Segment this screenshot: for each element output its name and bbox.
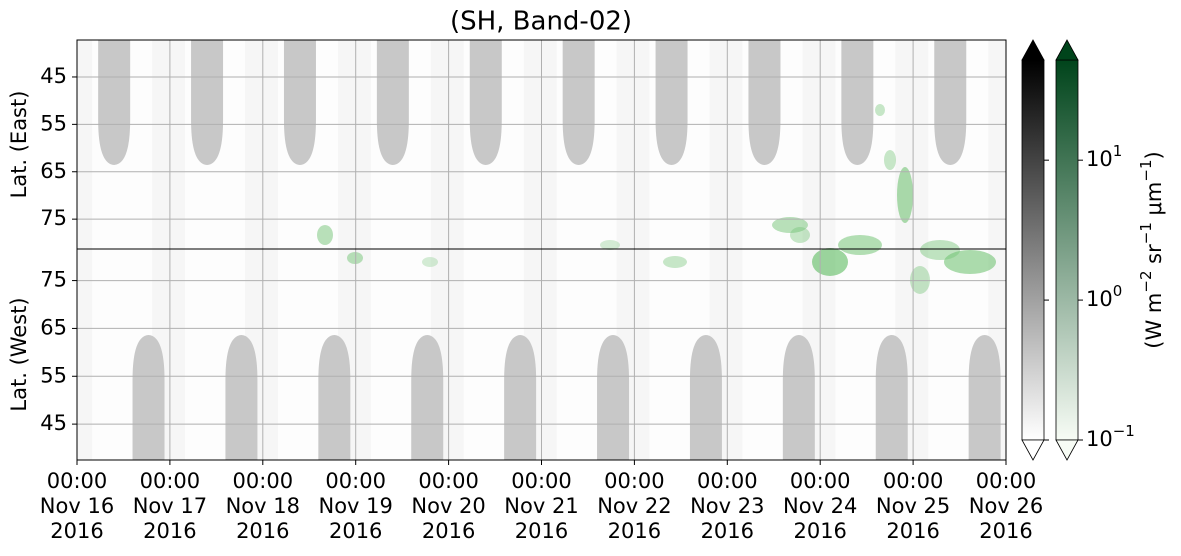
x-tick-label: Nov 18: [226, 494, 300, 518]
colorbar-tick-label: 100: [1086, 282, 1122, 312]
y-tick-label: 75: [40, 268, 67, 292]
x-tick-label: 2016: [886, 519, 939, 543]
colorbar-label: (W m−2 sr−1 μm−1): [1137, 151, 1167, 348]
night-region: [934, 40, 967, 165]
y-tick-label: 75: [40, 206, 67, 230]
x-tick-label: Nov 26: [969, 494, 1043, 518]
radiance-patch: [838, 235, 882, 255]
colorbar-tick-label: 101: [1086, 142, 1122, 172]
x-tick-label: Nov 20: [411, 494, 485, 518]
radiance-patch: [600, 240, 620, 250]
x-tick-label: 00:00: [418, 469, 479, 493]
radiance-patch: [875, 104, 885, 116]
radiance-patch: [944, 250, 996, 274]
colorbar-extend-top: [1021, 39, 1045, 61]
x-tick-label: 00:00: [140, 469, 201, 493]
radiance-patch: [347, 252, 363, 264]
colorbar: [1021, 59, 1045, 441]
panel-frame: [76, 248, 1007, 461]
x-tick-label: 2016: [701, 519, 754, 543]
y-tick-label: 55: [40, 363, 67, 387]
night-region: [191, 40, 224, 165]
x-tick-label: 2016: [50, 519, 103, 543]
x-tick-label: 00:00: [511, 469, 572, 493]
chart-title: (SH, Band-02): [450, 7, 632, 37]
radiance-patch: [790, 227, 810, 243]
x-tick-label: Nov 23: [690, 494, 764, 518]
x-tick-label: 2016: [236, 519, 289, 543]
x-tick-label: 00:00: [790, 469, 851, 493]
night-region: [875, 335, 908, 460]
radiance-patch: [772, 217, 808, 233]
y-tick-label: 55: [40, 111, 67, 135]
radiance-patch: [884, 150, 896, 170]
night-region: [376, 40, 409, 165]
y-tick-label: 65: [40, 159, 67, 183]
x-tick-label: Nov 16: [40, 494, 114, 518]
night-region: [562, 40, 595, 165]
y-axis-label: Lat. (East): [7, 91, 31, 199]
colorbar-extend-bottom: [1021, 439, 1045, 461]
x-tick-label: 00:00: [325, 469, 386, 493]
night-region: [98, 40, 131, 165]
colorbar-extend-bottom: [1055, 439, 1079, 461]
radiance-patch: [317, 225, 333, 245]
colorbar-tick-label: 10−1: [1086, 422, 1135, 452]
x-tick-label: 00:00: [47, 469, 108, 493]
x-tick-label: 00:00: [883, 469, 944, 493]
x-tick-label: 00:00: [697, 469, 758, 493]
x-tick-label: Nov 22: [597, 494, 671, 518]
radiance-patch: [812, 248, 848, 276]
y-tick-label: 65: [40, 315, 67, 339]
night-region: [411, 335, 444, 460]
x-tick-label: 00:00: [233, 469, 294, 493]
night-region: [597, 335, 630, 460]
x-tick-label: Nov 21: [504, 494, 578, 518]
radiance-patch: [422, 257, 438, 267]
night-region: [689, 335, 722, 460]
x-tick-label: 2016: [793, 519, 846, 543]
x-tick-label: Nov 19: [319, 494, 393, 518]
night-region: [132, 335, 165, 460]
x-tick-label: Nov 17: [133, 494, 207, 518]
x-tick-label: 00:00: [604, 469, 665, 493]
night-region: [841, 40, 874, 165]
radiance-patch: [897, 167, 913, 223]
night-region: [655, 40, 688, 165]
night-region: [782, 335, 815, 460]
y-axis-label: Lat. (West): [7, 297, 31, 411]
colorbar: [1055, 59, 1079, 441]
x-tick-label: 2016: [979, 519, 1032, 543]
night-region: [469, 40, 502, 165]
x-tick-label: Nov 25: [876, 494, 950, 518]
x-tick-label: 2016: [515, 519, 568, 543]
night-region: [283, 40, 316, 165]
night-region: [504, 335, 537, 460]
night-region: [225, 335, 258, 460]
x-tick-label: 00:00: [976, 469, 1037, 493]
x-tick-label: 2016: [143, 519, 196, 543]
night-region: [968, 335, 1001, 460]
x-tick-label: 2016: [608, 519, 661, 543]
night-region: [748, 40, 781, 165]
x-tick-label: Nov 24: [783, 494, 857, 518]
radiance-patch: [663, 256, 687, 268]
y-tick-label: 45: [40, 64, 67, 88]
night-region: [318, 335, 351, 460]
x-tick-label: 2016: [422, 519, 475, 543]
x-tick-label: 2016: [329, 519, 382, 543]
colorbar-extend-top: [1055, 39, 1079, 61]
y-tick-label: 45: [40, 411, 67, 435]
radiance-patch: [910, 266, 930, 294]
